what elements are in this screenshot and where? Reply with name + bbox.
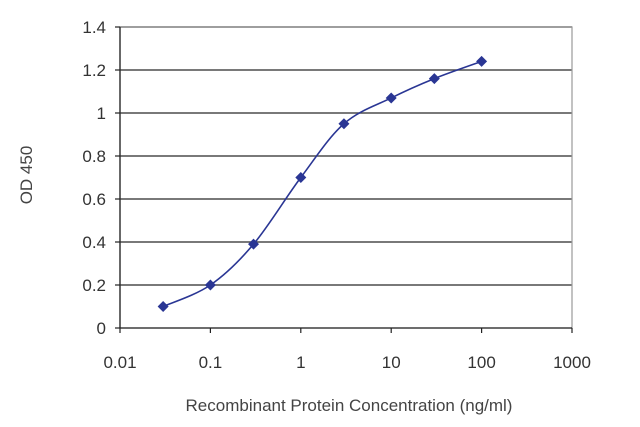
data-points xyxy=(157,55,488,312)
data-point xyxy=(295,172,307,183)
grid-lines xyxy=(120,26,572,286)
axes xyxy=(115,26,573,333)
y-tick-label: 0 xyxy=(97,319,106,338)
data-point xyxy=(157,301,169,312)
y-tick-labels: 0 0.2 0.4 0.6 0.8 1 1.2 1.4 xyxy=(82,18,106,338)
x-tick-label: 100 xyxy=(467,353,495,372)
y-tick-label: 0.2 xyxy=(82,276,106,295)
series-line xyxy=(162,60,482,308)
x-tick-label: 1 xyxy=(296,353,305,372)
y-axis-label: OD 450 xyxy=(17,146,36,205)
y-tick-label: 1 xyxy=(97,104,106,123)
data-point xyxy=(204,279,216,291)
x-tick-labels: 0.01 0.1 1 10 100 1000 xyxy=(103,353,590,372)
x-tick-label: 10 xyxy=(382,353,401,372)
data-point xyxy=(428,73,440,85)
data-point xyxy=(338,118,350,130)
y-tick-label: 1.4 xyxy=(82,18,106,37)
x-tick-label: 1000 xyxy=(553,353,591,372)
y-tick-label: 0.4 xyxy=(82,233,106,252)
data-point xyxy=(476,55,488,67)
x-tick-label: 0.01 xyxy=(103,353,136,372)
y-tick-label: 0.6 xyxy=(82,190,106,209)
data-point xyxy=(248,238,260,250)
x-tick-label: 0.1 xyxy=(199,353,223,372)
data-point xyxy=(385,92,397,104)
y-tick-label: 0.8 xyxy=(82,147,106,166)
y-tick-label: 1.2 xyxy=(82,61,106,80)
x-axis-label: Recombinant Protein Concentration (ng/ml… xyxy=(186,396,513,415)
plot-frame xyxy=(119,26,573,329)
